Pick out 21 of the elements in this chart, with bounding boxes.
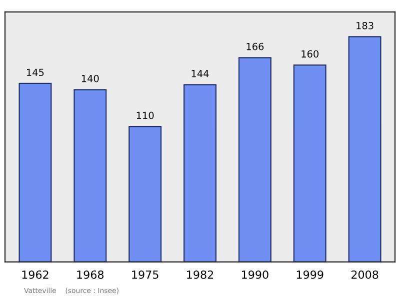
data-label: 160 [302, 50, 318, 58]
x-tick-label: 1990 [242, 270, 268, 279]
x-tick-label: 1968 [77, 270, 104, 279]
data-label: 166 [246, 42, 264, 50]
x-tick-label: 1962 [22, 270, 48, 279]
bar [238, 57, 272, 262]
x-tick-label: 1982 [187, 270, 214, 279]
bar [18, 82, 52, 262]
bar [128, 126, 162, 262]
data-label: 144 [192, 70, 209, 78]
bar [184, 84, 216, 262]
data-label: 183 [356, 22, 374, 30]
bar [293, 64, 326, 262]
data-label: 110 [136, 112, 154, 120]
bar [74, 89, 107, 262]
x-tick-label: 1975 [132, 270, 158, 279]
data-label: 140 [82, 74, 99, 82]
x-tick-label: 1999 [296, 270, 324, 279]
data-label: 145 [27, 68, 44, 76]
x-tick-label: 2008 [351, 270, 378, 279]
bar [348, 36, 382, 262]
